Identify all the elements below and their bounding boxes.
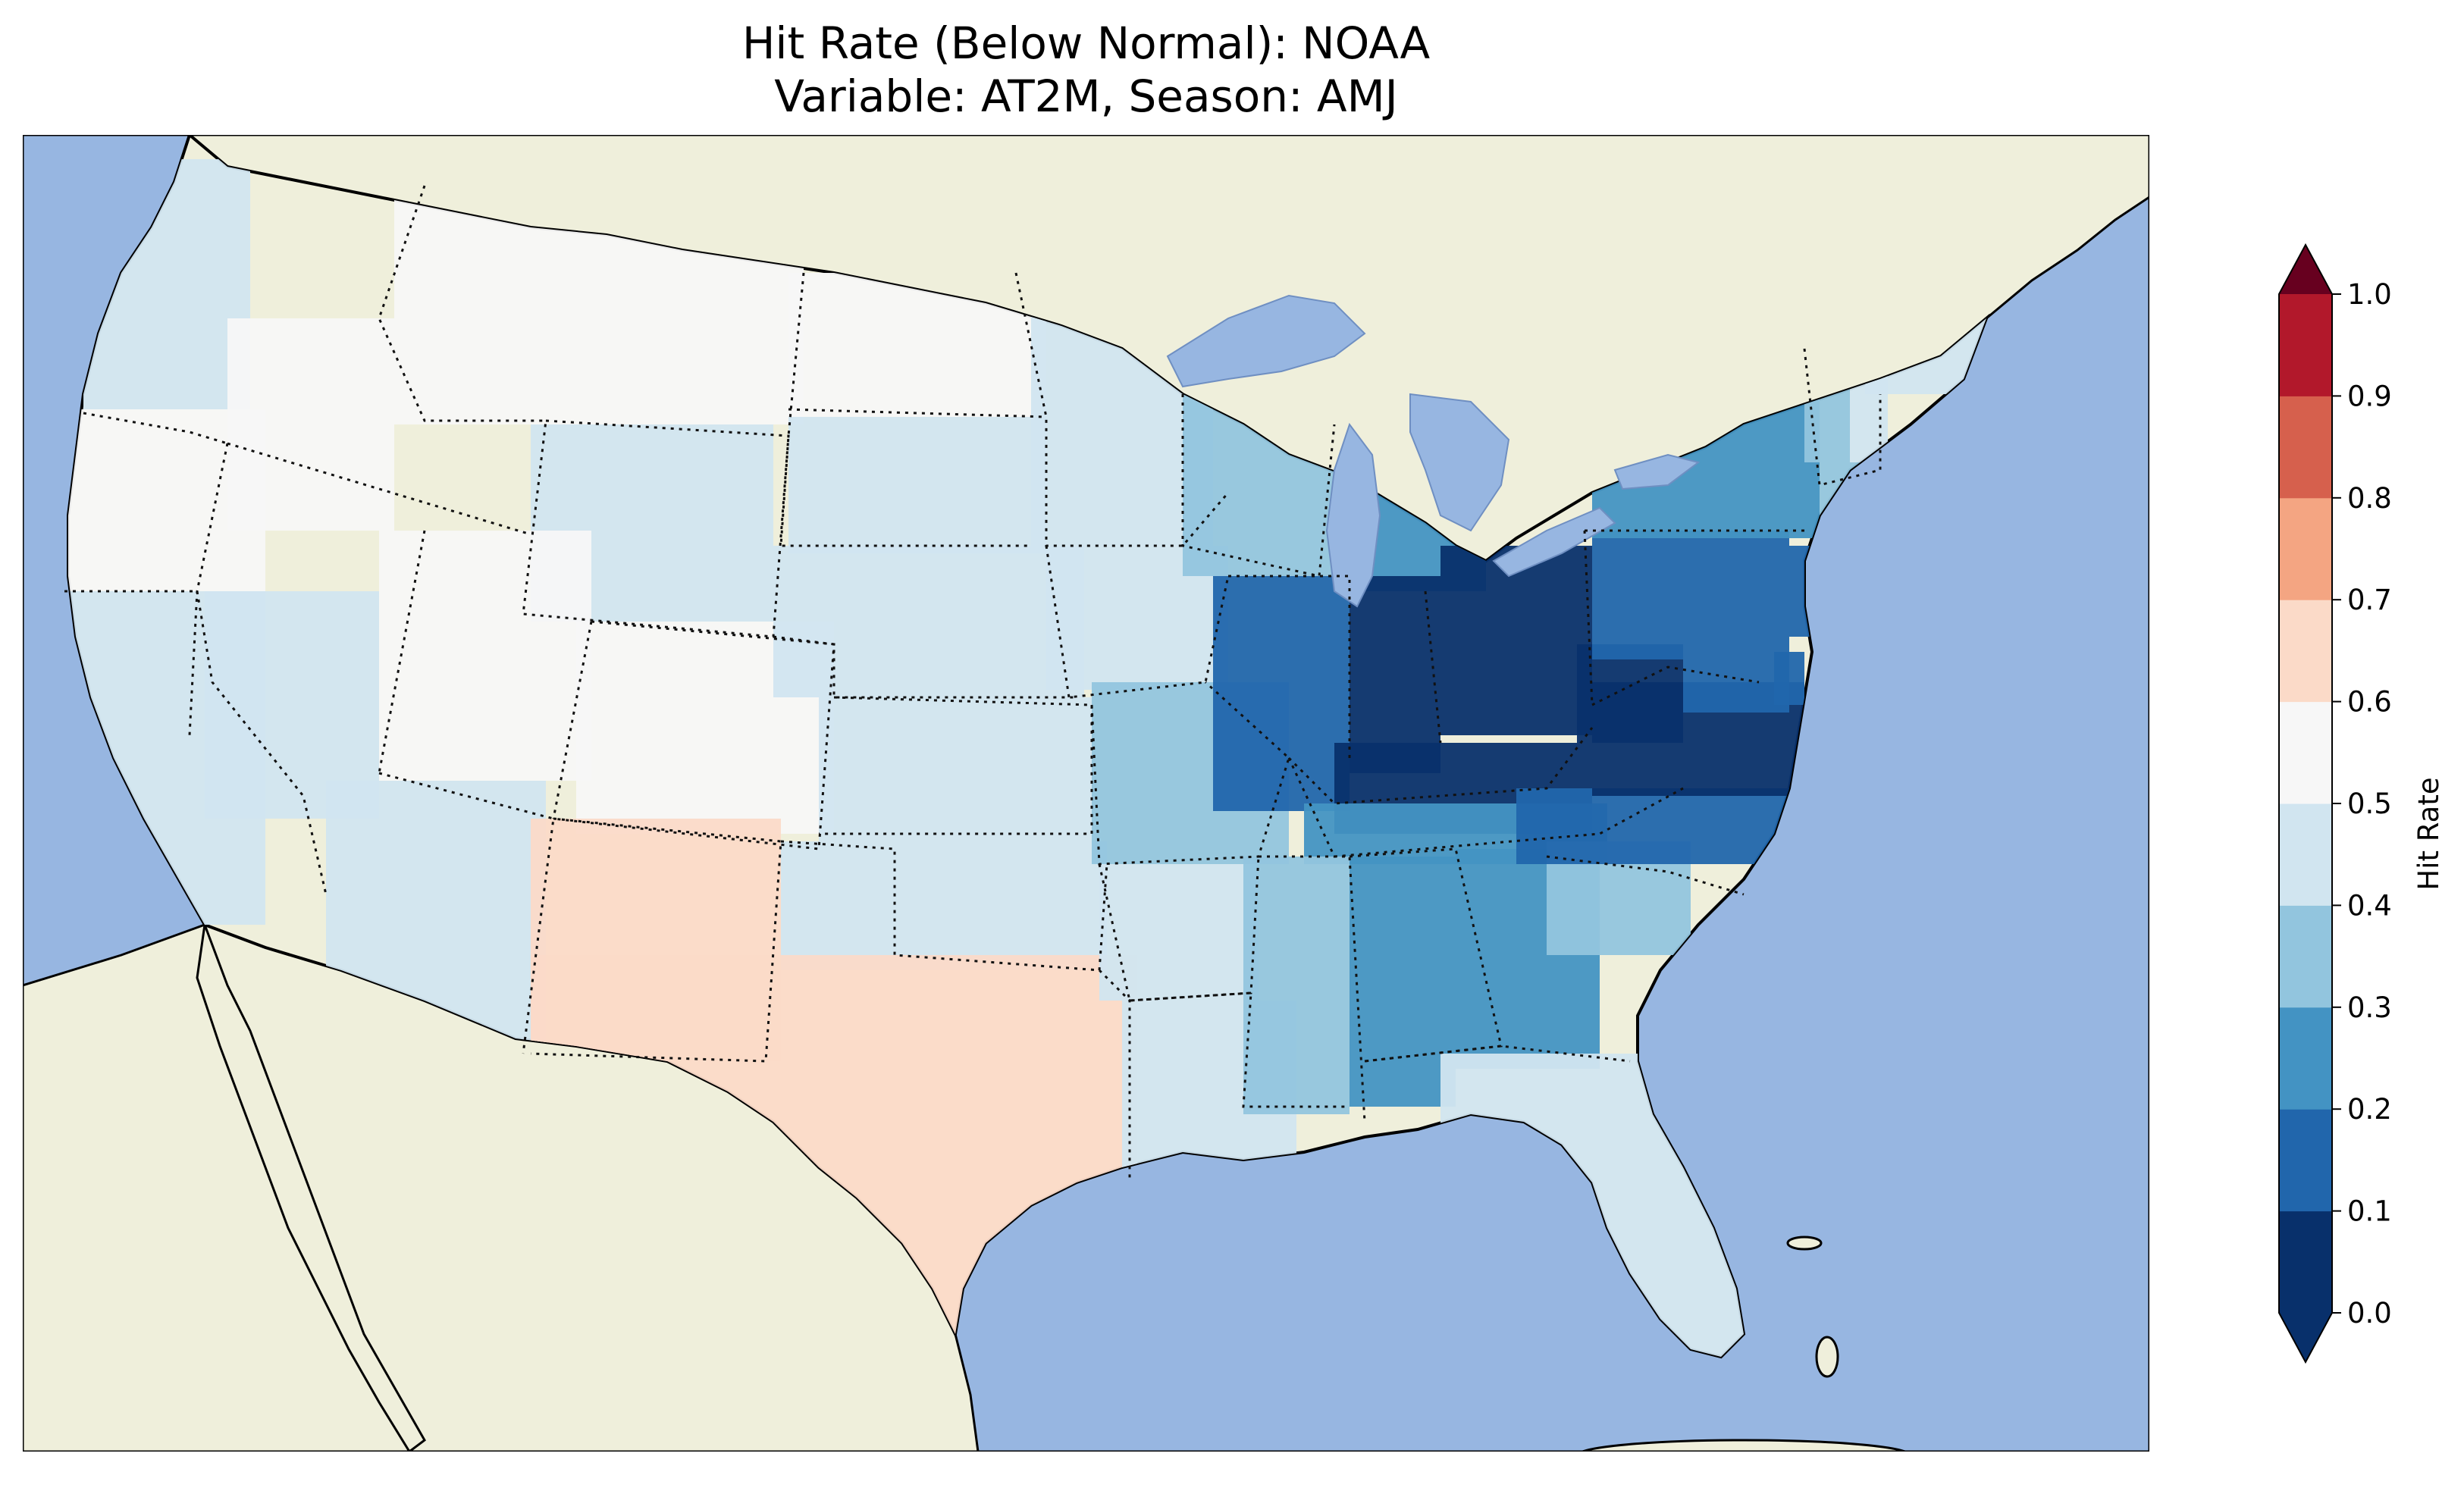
border-nd-sd (788, 408, 1047, 418)
field-cell-delaware (1774, 652, 1804, 705)
border-ne (773, 635, 1077, 699)
colorbar-extend-min (2279, 1313, 2332, 1362)
field-cell-north-carolina (1516, 788, 1789, 864)
colorbar-tick-label: 0.3 (2347, 991, 2392, 1024)
colorbar-segment-5 (2279, 701, 2332, 804)
border-in-oh (1424, 590, 1442, 744)
island-grand-bahama (1786, 1236, 1823, 1251)
field-cell-utah (379, 531, 591, 781)
border-az (378, 772, 555, 1054)
border-wa-or (83, 412, 228, 445)
lake-superior (1166, 294, 1366, 388)
field-cell-illinois (1213, 576, 1350, 811)
field-cell-nebraska (773, 546, 1084, 697)
field-cell-mississippi (1243, 857, 1350, 1114)
field-cell-oklahoma (781, 841, 1107, 970)
border-wi (1181, 394, 1336, 578)
field-cell-kansas (819, 697, 1092, 841)
map-panel[interactable] (23, 135, 2149, 1471)
border-ms-al (1259, 855, 1366, 1123)
colorbar-tick-label: 0.7 (2347, 584, 2392, 616)
baja-california (196, 924, 426, 1452)
island-andros (1815, 1336, 1839, 1378)
colorbar-tick-label: 0.9 (2347, 380, 2392, 412)
lake-michigan (1325, 422, 1381, 608)
border-il-in (1228, 575, 1351, 758)
field-cell-indiana (1350, 576, 1440, 773)
colorbar-tick-label: 0.4 (2347, 889, 2392, 922)
colorbar-segment-1 (2279, 1109, 2332, 1212)
state-borders (64, 185, 1882, 1182)
lake-ontario (1613, 453, 1701, 490)
lake-huron (1409, 393, 1510, 532)
border-ut-co (552, 621, 593, 819)
island-cuba (1579, 1439, 1908, 1452)
colorbar-tick-label: 0.0 (2347, 1297, 2392, 1330)
colorbar-segment-7 (2279, 497, 2332, 600)
border-wv-va (1591, 666, 1760, 706)
field-cell-west-virginia (1577, 644, 1683, 743)
lake-erie (1492, 506, 1616, 578)
border-ok (780, 840, 1108, 972)
colorbar-tick-label: 0.8 (2347, 482, 2392, 515)
colorbar-label: Hit Rate (2412, 777, 2445, 890)
field-cell-pennsylvania (1592, 531, 1789, 659)
colorbar-segment-8 (2279, 396, 2332, 499)
colorbar-tick-label: 0.2 (2347, 1093, 2392, 1126)
field-cell-idaho (227, 318, 394, 531)
colorbar-segment-9 (2279, 294, 2332, 396)
field-cell-maryland (1683, 659, 1789, 713)
colorbar-segment-2 (2279, 1007, 2332, 1110)
border-dakotas (779, 272, 1031, 547)
field-cell-alabama (1350, 857, 1456, 1107)
colorbar-tick-label: 1.0 (2347, 278, 2392, 311)
colorbar-tick-label: 0.6 (2347, 686, 2392, 719)
title-line-1: Hit Rate (Below Normal): NOAA (741, 17, 1431, 69)
colorbar-segment-0 (2279, 1211, 2332, 1314)
border-new-england (1803, 348, 1882, 487)
field-cell-south-dakota (788, 417, 1046, 553)
colorbar: 0.0 0.1 0.2 0.3 0.4 0.5 0.6 0.7 0.8 0.9 1.0 (2278, 243, 2392, 1364)
colorbar-segment-4 (2279, 803, 2332, 906)
great-lakes (1166, 294, 1701, 608)
colorbar-segment-6 (2279, 600, 2332, 703)
border-id-utah (227, 442, 531, 536)
colorbar-tick-label: 0.5 (2347, 788, 2392, 820)
caribbean-islands (1579, 1236, 1908, 1452)
border-la-ms (1129, 991, 1350, 1108)
title-line-2: Variable: AT2M, Season: AMJ (774, 70, 1398, 122)
colorbar-tick-label: 0.1 (2347, 1195, 2392, 1228)
colorbar-segment-3 (2279, 905, 2332, 1008)
border-ia (1045, 545, 1230, 699)
field-cell-ohio (1440, 546, 1592, 735)
field-cell-arkansas (1099, 864, 1259, 1001)
colorbar-extend-max (2279, 245, 2332, 294)
